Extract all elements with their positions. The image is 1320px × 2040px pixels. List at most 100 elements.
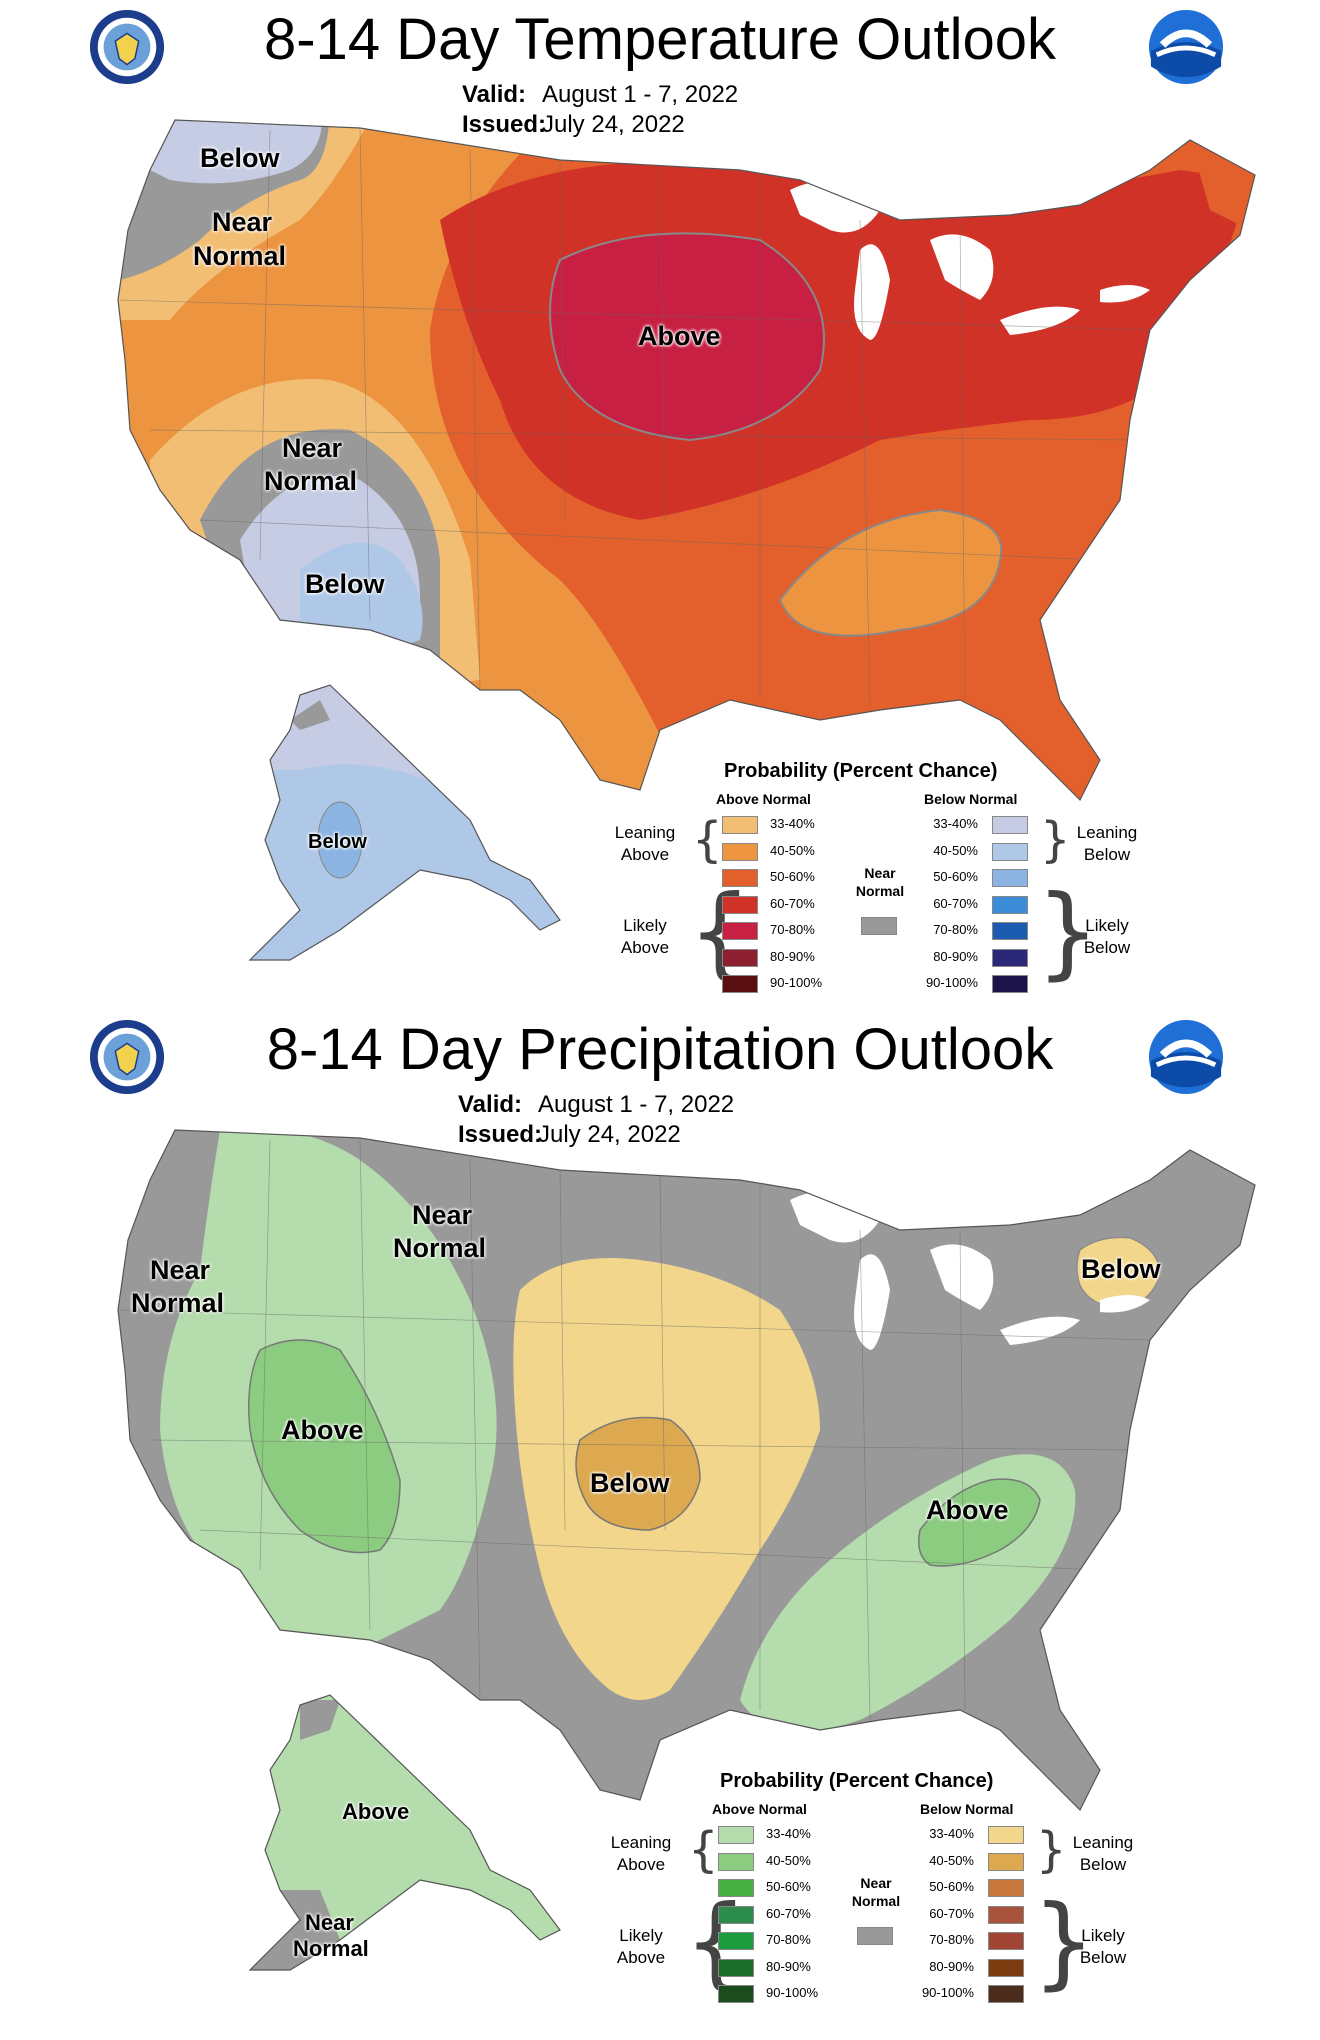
issued-label: Issued:	[458, 1121, 543, 1148]
issued-label: Issued:	[462, 111, 547, 138]
near-normal-swatch	[857, 1927, 893, 1945]
leaning-above-brace: {	[692, 812, 723, 868]
below-bin-swatch	[988, 1985, 1024, 2003]
above-bin-label: 40-50%	[770, 842, 815, 858]
noaa-logo-icon	[1148, 9, 1224, 85]
commerce-seal-icon	[89, 1019, 165, 1095]
below-bin-label: 80-90%	[929, 1958, 974, 1974]
above-bin-swatch	[718, 1905, 754, 1924]
below-bin-swatch	[992, 842, 1028, 861]
above-bin-label: 40-50%	[766, 1852, 811, 1868]
precipitation-map	[117, 1129, 1256, 1971]
central-above-label: Above	[638, 321, 721, 351]
valid-label: Valid:	[458, 1091, 523, 1118]
alaska-shading	[250, 685, 560, 960]
below-bin-label: 33-40%	[929, 1826, 974, 1841]
north-near-label-1: Near	[412, 1200, 473, 1230]
above-bin-swatch	[722, 869, 758, 887]
below-bin-label: 50-60%	[929, 1879, 974, 1894]
likely-below-label-1: Likely	[1085, 916, 1129, 935]
below-bin-label: 90-100%	[925, 975, 978, 990]
issued-value: July 24, 2022	[538, 1121, 681, 1148]
alaska-below-label: Below	[308, 831, 367, 853]
conus-outline	[117, 1129, 1256, 1812]
below-bin-swatch	[992, 948, 1028, 967]
below-bin-label: 40-50%	[929, 1852, 974, 1868]
commerce-seal-icon	[89, 9, 165, 85]
sw-below-label: Below	[305, 569, 385, 599]
below-bin-swatch	[988, 1852, 1024, 1871]
below-bin-swatch	[992, 816, 1028, 834]
likely-below-label-2: Below	[1083, 938, 1131, 957]
leaning-above-label-2: Above	[616, 1855, 666, 1874]
conus-shading	[118, 120, 1255, 800]
leaning-below-label-1: Leaning	[1076, 823, 1138, 842]
above-bin-label: 70-80%	[766, 1932, 811, 1947]
issued-value: July 24, 2022	[542, 111, 685, 138]
temperature-outlook-panel: 8-14 Day Temperature Outlook Valid: Augus…	[0, 0, 1320, 1010]
leaning-below-label-1: Leaning	[1072, 1833, 1134, 1852]
likely-above-label-1: Likely	[619, 1926, 663, 1945]
near-normal-label-2: Normal	[851, 1893, 901, 1909]
nw-near-label-2: Normal	[193, 241, 287, 271]
north-near-label-2: Normal	[393, 1233, 487, 1263]
above-bin-swatch	[722, 922, 758, 940]
above-bin-label: 80-90%	[766, 1958, 811, 1974]
west-near-label-1: Near	[150, 1255, 211, 1285]
likely-above-label-1: Likely	[623, 916, 667, 935]
below-bin-swatch	[992, 922, 1028, 940]
precipitation-legend: Probability (Percent Chance) Above Norma…	[596, 1768, 1156, 2013]
date-block: Valid: August 1 - 7, 2022 Issued:July 24,…	[458, 1090, 734, 1150]
below-bin-swatch	[992, 869, 1028, 887]
below-normal-header: Below Normal	[920, 1801, 1014, 1817]
nw-below-label: Below	[200, 143, 280, 173]
valid-value: August 1 - 7, 2022	[542, 81, 739, 108]
plains-below-label: Below	[590, 1468, 670, 1498]
below-bin-label: 60-70%	[933, 895, 978, 911]
leaning-above-label-2: Above	[620, 845, 670, 864]
below-bin-swatch	[988, 1905, 1024, 1924]
valid-value: August 1 - 7, 2022	[538, 1091, 735, 1118]
temperature-legend: Probability (Percent Chance) Above Norma…	[600, 758, 1160, 1003]
leaning-above-brace: {	[688, 1822, 719, 1878]
below-bin-label: 40-50%	[933, 842, 978, 858]
likely-above-label-2: Above	[620, 938, 670, 957]
above-bin-swatch	[718, 1879, 754, 1897]
below-normal-header: Below Normal	[924, 791, 1018, 807]
near-normal-label-2: Normal	[855, 883, 905, 899]
above-bin-label: 50-60%	[770, 869, 815, 884]
below-bin-swatch	[988, 1879, 1024, 1897]
above-bin-swatch	[718, 1826, 754, 1844]
above-bin-label: 90-100%	[770, 975, 823, 990]
above-bin-label: 60-70%	[770, 895, 815, 911]
below-bin-label: 50-60%	[933, 869, 978, 884]
below-bin-swatch	[992, 975, 1028, 993]
below-bin-label: 60-70%	[929, 1905, 974, 1921]
above-bin-label: 33-40%	[766, 1826, 811, 1841]
page-title: 8-14 Day Temperature Outlook	[263, 7, 1056, 72]
legend-title: Probability (Percent Chance)	[724, 760, 998, 782]
noaa-logo-icon	[1148, 1019, 1224, 1095]
page-title: 8-14 Day Precipitation Outlook	[266, 1017, 1054, 1082]
above-normal-header: Above Normal	[712, 1801, 807, 1817]
conus-shading	[118, 1130, 1255, 1810]
below-bin-label: 33-40%	[933, 816, 978, 831]
below-bin-label: 80-90%	[933, 948, 978, 964]
above-bin-swatch	[718, 1958, 754, 1977]
alaska-above-label: Above	[342, 1799, 410, 1824]
leaning-below-label-2: Below	[1079, 1855, 1127, 1874]
below-bin-label: 70-80%	[933, 922, 978, 937]
conus-outline	[117, 119, 1256, 802]
near-normal-swatch	[861, 917, 897, 935]
above-bin-swatch	[718, 1932, 754, 1950]
likely-below-brace: }	[1032, 1883, 1096, 2000]
leaning-below-brace: }	[1036, 1822, 1067, 1878]
above-bin-label: 90-100%	[766, 1985, 819, 2000]
above-bin-swatch	[722, 975, 758, 993]
west-above-label: Above	[281, 1415, 364, 1445]
near-normal-label-1: Near	[864, 865, 896, 881]
alaska-outline	[248, 1694, 561, 1971]
alaska-shading	[250, 1695, 560, 1970]
above-bin-swatch	[718, 1852, 754, 1871]
likely-below-label-2: Below	[1079, 1948, 1127, 1967]
